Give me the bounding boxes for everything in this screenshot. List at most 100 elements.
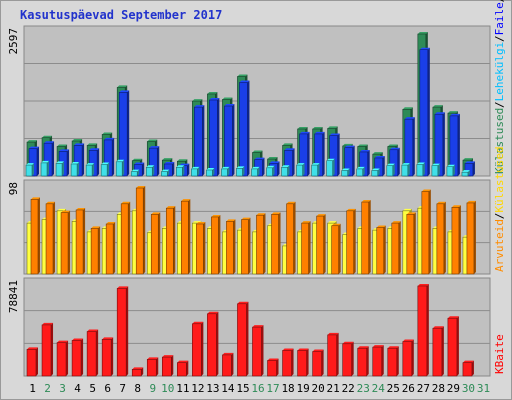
top-bar-faile-29-top	[449, 113, 460, 116]
mid-bar-arvuteid-6-top	[106, 221, 116, 224]
top-bar-lehekülgi-23-top	[356, 166, 365, 169]
top-bar-lehekülgi-3	[55, 163, 63, 177]
top-bar-lehekülgi-28-top	[431, 163, 440, 166]
mid-bar-arvuteid-11-top	[181, 199, 191, 202]
bottom-bar-kbaite-25	[387, 347, 398, 377]
top-bar-faile-30	[464, 163, 474, 177]
x-tick-label-3: 3	[59, 382, 66, 395]
top-bar-lehekülgi-16-top	[251, 166, 260, 169]
mid-bar-arvuteid-1	[30, 199, 39, 275]
top-bar-faile-12-top	[194, 105, 205, 108]
top-bar-lehekülgi-30-side	[467, 170, 470, 176]
top-bar-faile-9	[148, 147, 158, 177]
top-bar-lehekülgi-27-side	[422, 162, 425, 176]
top-bar-lehekülgi-13-top	[206, 167, 215, 170]
mid-bar-arvuteid-9-side	[158, 212, 161, 274]
mid-bar-arvuteid-14-top	[226, 219, 236, 222]
mid-bar-arvuteid-25-top	[391, 221, 401, 224]
bottom-bar-kbaite-1-side	[36, 347, 38, 376]
bottom-bar-kbaite-14-top	[222, 352, 234, 355]
mid-bar-arvuteid-5	[90, 228, 99, 275]
bottom-bar-kbaite-8	[131, 369, 142, 377]
top-bar-faile-22-top	[344, 145, 355, 148]
top-bar-lehekülgi-7	[115, 161, 123, 177]
top-bar-faile-7-side	[127, 90, 130, 176]
bottom-bar-kbaite-9-side	[156, 357, 159, 376]
bottom-bar-kbaite-12-top	[192, 321, 204, 324]
top-bar-pöördumisi-19-top	[297, 126, 308, 129]
legend-top-klastused: Külastused	[493, 108, 506, 174]
mid-bar-arvuteid-24	[376, 227, 385, 275]
top-bar-lehekülgi-21	[326, 160, 333, 177]
mid-bar-arvuteid-29-side	[458, 205, 461, 274]
bottom-bar-kbaite-23-top	[357, 346, 369, 349]
bottom-bar-kbaite-29	[447, 317, 458, 377]
top-bar-faile-23-side	[367, 149, 370, 176]
mid-bar-arvuteid-5-top	[91, 226, 101, 229]
mid-bar-kulastused-3-top	[57, 208, 67, 211]
bottom-bar-kbaite-6-top	[102, 337, 114, 340]
top-bar-pöördumisi-21-top	[327, 126, 338, 129]
top-bar-faile-21-top	[329, 133, 340, 136]
top-bar-faile-20	[314, 133, 323, 177]
top-bar-lehekülgi-13-side	[212, 167, 215, 176]
bottom-bar-kbaite-5-side	[96, 329, 99, 376]
bottom-bar-kbaite-10-side	[171, 355, 174, 376]
top-bar-lehekülgi-6-top	[101, 162, 110, 165]
bottom-bar-kbaite-17	[267, 360, 277, 377]
top-bar-lehekülgi-28-side	[437, 163, 440, 176]
mid-bar-arvuteid-2-top	[46, 201, 56, 204]
top-bar-faile-11-top	[179, 163, 190, 166]
x-tick-label-26: 26	[402, 382, 415, 395]
top-bar-lehekülgi-12-side	[197, 166, 200, 176]
mid-bar-arvuteid-18-top	[286, 201, 296, 204]
mid-bar-arvuteid-27	[421, 191, 430, 275]
bottom-bar-kbaite-14-side	[231, 352, 234, 376]
bottom-bar-kbaite-7	[116, 288, 127, 377]
mid-bar-arvuteid-13-top	[211, 214, 221, 217]
bottom-bar-kbaite-3-top	[57, 340, 69, 343]
top-bar-lehekülgi-7-top	[116, 159, 125, 162]
top-bar-lehekülgi-4-top	[71, 161, 80, 164]
bottom-bar-kbaite-6	[101, 339, 112, 377]
top-bar-lehekülgi-20	[311, 164, 318, 177]
top-bar-pöördumisi-26-top	[402, 107, 413, 110]
mid-bar-kulastused-21-top	[327, 221, 337, 224]
bottom-bar-kbaite-29-top	[447, 316, 459, 319]
bottom-bar-kbaite-29-side	[456, 316, 459, 376]
top-bar-lehekülgi-22-top	[341, 168, 350, 171]
bottom-bar-kbaite-11-side	[186, 360, 189, 376]
bottom-bar-kbaite-13-side	[216, 311, 219, 376]
bottom-bar-kbaite-25-top	[387, 346, 399, 349]
top-bar-faile-22	[344, 147, 353, 177]
mid-bar-arvuteid-16	[256, 214, 264, 275]
top-bar-lehekülgi-19-side	[302, 163, 305, 176]
top-bar-pöördumisi-11-top	[177, 159, 188, 162]
bottom-bar-kbaite-12	[192, 323, 202, 377]
bottom-bar-kbaite-19-top	[297, 348, 309, 351]
mid-bar-arvuteid-30	[466, 202, 475, 275]
mid-bar-arvuteid-11	[181, 200, 189, 275]
bottom-bar-kbaite-21	[327, 334, 337, 377]
bottom-bar-kbaite-4-top	[72, 338, 84, 341]
mid-bar-arvuteid-21-top	[331, 223, 341, 226]
top-bar-lehekülgi-26-side	[407, 163, 410, 176]
mid-bar-arvuteid-29-top	[451, 205, 461, 208]
top-bar-faile-19-top	[299, 131, 310, 134]
legend-middle-arvuteid: Arvuteid	[493, 219, 506, 272]
legend-top-faile: Faile	[493, 2, 506, 35]
top-bar-faile-25	[389, 149, 399, 177]
bottom-bar-kbaite-4	[71, 340, 82, 377]
top-bar-faile-15	[239, 82, 248, 177]
top-bar-lehekülgi-27	[416, 164, 424, 177]
mid-bar-arvuteid-7-side	[128, 201, 131, 274]
top-bar-pöördumisi-18-top	[282, 143, 293, 146]
mid-bar-arvuteid-8-top	[136, 186, 146, 188]
top-bar-faile-23	[359, 151, 369, 177]
bottom-bar-kbaite-5-top	[87, 329, 99, 332]
mid-bar-arvuteid-26	[406, 214, 415, 275]
mid-bar-arvuteid-28-top	[436, 201, 446, 204]
bottom-bar-kbaite-3	[56, 342, 67, 377]
mid-bar-arvuteid-15-top	[241, 217, 251, 220]
